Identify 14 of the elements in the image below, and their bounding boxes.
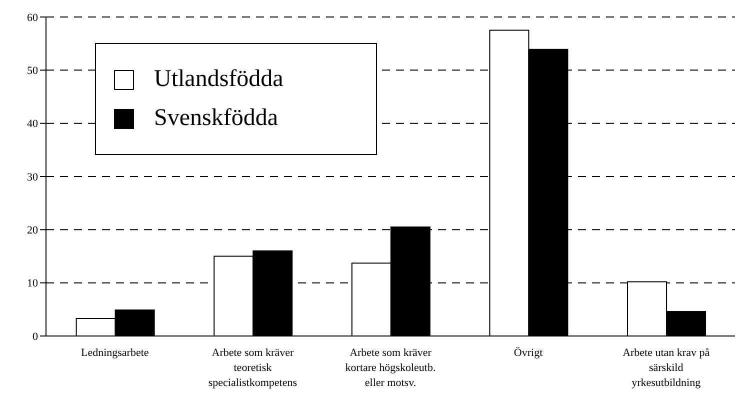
y-tick-label: 60: [27, 12, 38, 24]
x-tick-label: Arbete utan krav på särskild yrkesutbildning: [622, 347, 710, 389]
y-tick-label: 0: [32, 330, 38, 343]
x-tick-label: Övrigt: [514, 347, 543, 359]
legend-label: Utlandsfödda: [154, 66, 284, 93]
y-tick-label: 50: [27, 65, 38, 78]
legend-label: Svenskfödda: [154, 105, 278, 132]
y-tick-label: 30: [27, 171, 38, 184]
x-tick-label: Arbete som kräver kortare högskoleutb. eller motsv.: [345, 347, 436, 389]
x-tick-label: Ledningsarbete: [80, 347, 149, 359]
y-tick-label: 10: [27, 278, 38, 290]
x-tick-label: Arbete som kräver teoretisk specialistkompetens: [208, 347, 297, 389]
y-tick-label: 40: [27, 118, 38, 130]
y-tick-label: 20: [27, 224, 38, 237]
